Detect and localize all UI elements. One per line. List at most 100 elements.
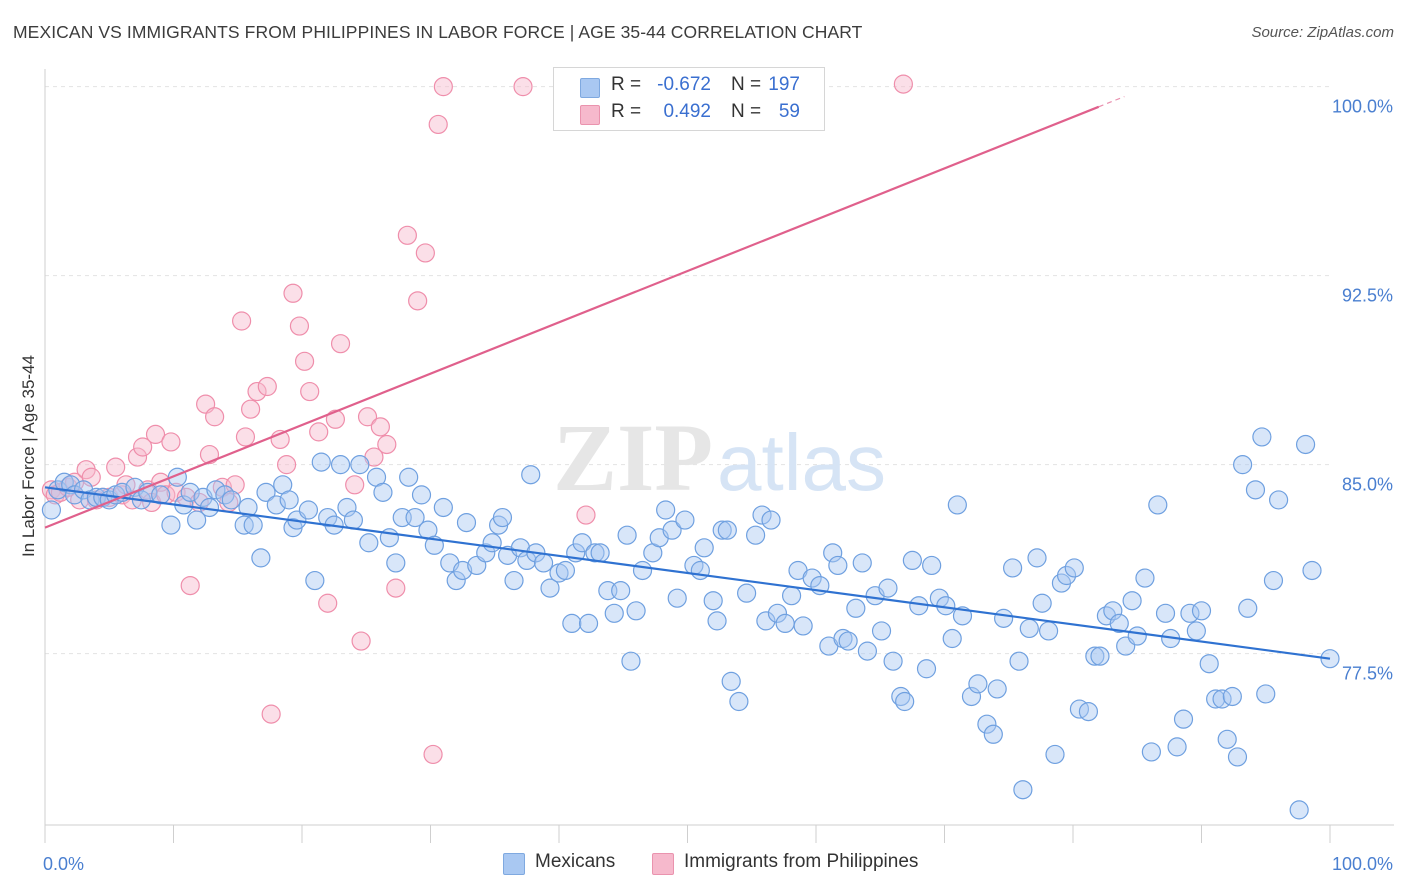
mexicans-point [604, 603, 624, 623]
mexicans-trend-line [44, 486, 1331, 660]
mexicans-point [987, 679, 1007, 699]
mexicans-point [994, 608, 1014, 628]
mexicans-point [318, 507, 338, 528]
mexicans-point [781, 586, 802, 606]
philippines-point [247, 381, 267, 402]
mexicans-point [482, 533, 502, 553]
mexicans-point [1013, 780, 1033, 800]
mexicans-point [1256, 684, 1276, 704]
mexicans-point [221, 490, 241, 510]
mexicans-point [305, 570, 325, 591]
bottom-legend-swatch-mexicans [503, 853, 525, 875]
source-label: Source: ZipAtlas.com [1251, 24, 1394, 41]
mexicans-point [1056, 565, 1077, 586]
philippines-trend-line [44, 105, 1100, 529]
mexicans-point [151, 485, 171, 505]
mexicans-point [1090, 646, 1110, 666]
philippines-point [133, 437, 153, 457]
mexicans-point [1289, 800, 1309, 820]
mexicans-point [823, 543, 843, 563]
mexicans-point [1045, 744, 1065, 765]
mexicans-point [1206, 689, 1226, 709]
philippines-point [415, 243, 435, 263]
philippines-point [145, 424, 166, 444]
philippines-point [232, 311, 252, 331]
mexicans-point [492, 507, 513, 528]
bottom-legend-label-philippines: Immigrants from Philippines [684, 851, 919, 872]
philippines-point [309, 422, 329, 442]
mexicans-point [895, 691, 915, 712]
chart-title: MEXICAN VS IMMIGRANTS FROM PHILIPPINES I… [13, 22, 863, 42]
mexicans-point [161, 515, 181, 535]
mexicans-point [433, 497, 453, 518]
mexicans-point [1222, 686, 1242, 707]
mexicans-point [590, 543, 610, 563]
y-tick-labels: 77.5% 85.0% 92.5% 100.0% [1332, 97, 1393, 684]
philippines-trend-extension [1098, 95, 1125, 108]
mexicans-point [1127, 626, 1147, 646]
legend-r-label: R = [611, 74, 642, 95]
mexicans-point [1009, 651, 1029, 671]
philippines-point [225, 475, 245, 495]
mexicans-point [533, 553, 554, 573]
mexicans-point [266, 495, 286, 515]
philippines-point [397, 225, 417, 245]
mexicans-point [721, 671, 741, 691]
philippines-point [423, 744, 443, 765]
mexicans-point [411, 485, 432, 505]
watermark-atlas: atlas [717, 418, 886, 507]
mexicans-point [1032, 593, 1052, 613]
legend-n-label: N = [731, 101, 762, 122]
mexicans-point [298, 500, 319, 520]
mexicans-point [707, 611, 727, 631]
mexicans-point [504, 570, 524, 591]
mexicans-point [761, 510, 781, 530]
philippines-point [283, 283, 303, 303]
mexicans-point [1109, 613, 1129, 634]
mexicans-point [215, 485, 235, 505]
mexicans-point [206, 480, 226, 500]
mexicans-point [1122, 591, 1142, 611]
y-axis-label: In Labor Force | Age 35-44 [19, 355, 38, 557]
mexicans-point [1233, 455, 1253, 475]
philippines-point [127, 447, 148, 467]
philippines-point [289, 316, 310, 336]
philippines-point [325, 409, 346, 429]
mexicans-point [251, 548, 271, 568]
mexicans-point [712, 520, 732, 540]
mexicans-point [337, 497, 357, 518]
legend-swatch-philippines [580, 105, 600, 125]
axes [44, 69, 1394, 843]
mexicans-point [1263, 570, 1284, 591]
mexicans-point [256, 482, 276, 502]
mexicans-point [476, 543, 496, 563]
trend-lines [44, 95, 1331, 660]
mexicans-point [1064, 558, 1084, 578]
mexicans-point [399, 467, 419, 487]
mexicans-point [572, 533, 592, 553]
mexicans-point [793, 616, 813, 636]
philippines-point [294, 351, 315, 371]
mexicans-point [1085, 646, 1105, 666]
mexicans-point [916, 659, 937, 679]
legend-n-label: N = [731, 74, 762, 95]
mexicans-point [41, 500, 62, 520]
mexicans-point [802, 568, 822, 588]
mexicans-point [540, 578, 560, 598]
philippines-point [428, 114, 448, 135]
mexicans-point [694, 538, 714, 558]
mexicans-point [453, 560, 473, 581]
philippines-point [433, 77, 453, 97]
philippines-point [351, 631, 371, 651]
philippines-point [276, 455, 297, 475]
legend-swatch-mexicans [580, 78, 600, 98]
philippines-point [377, 434, 397, 455]
legend-row-mexicans: R = -0.672 N = 197 [554, 74, 824, 102]
mexicans-point [1173, 709, 1194, 729]
legend-r-value: -0.672 [657, 74, 711, 95]
mexicans-point [852, 553, 872, 573]
mexicans-point [746, 525, 766, 545]
mexicans-point [1003, 558, 1023, 578]
philippines-point [257, 376, 277, 397]
